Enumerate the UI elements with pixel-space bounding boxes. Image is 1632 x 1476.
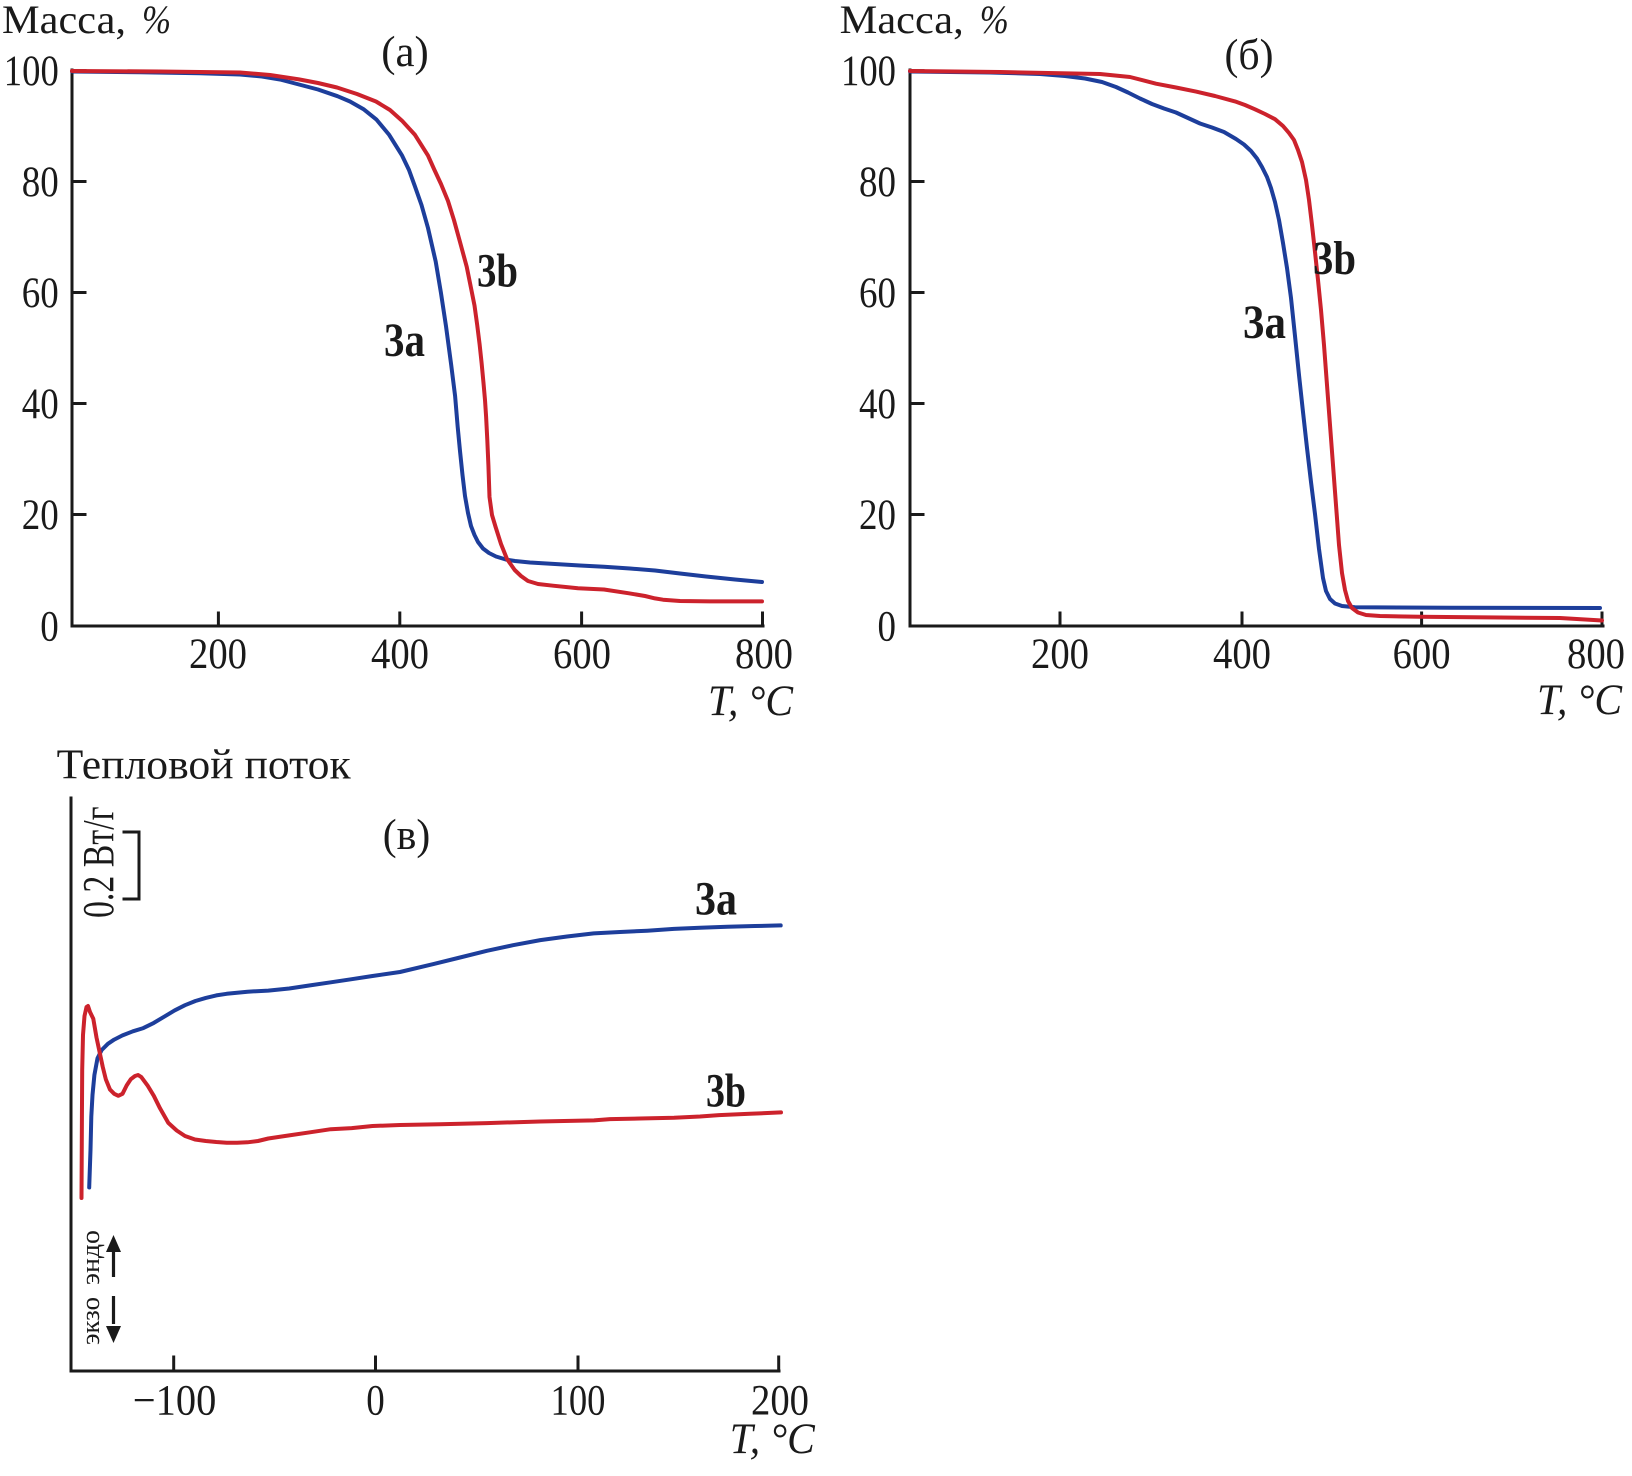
svg-text:3b: 3b xyxy=(706,1065,746,1118)
svg-text:0: 0 xyxy=(878,603,897,650)
svg-text:600: 600 xyxy=(553,631,611,678)
svg-text:Масса,: Масса, xyxy=(2,0,126,42)
svg-text:T, °C: T, °C xyxy=(730,1416,816,1463)
svg-text:60: 60 xyxy=(859,270,896,317)
svg-text:40: 40 xyxy=(859,381,896,428)
svg-text:200: 200 xyxy=(189,631,247,678)
svg-text:−100: −100 xyxy=(133,1378,217,1425)
svg-text:200: 200 xyxy=(751,1378,809,1425)
svg-text:Масса,: Масса, xyxy=(840,0,964,42)
svg-text:T, °C: T, °C xyxy=(1537,677,1623,724)
svg-text:800: 800 xyxy=(735,631,793,678)
svg-text:600: 600 xyxy=(1393,631,1451,678)
svg-text:3a: 3a xyxy=(1243,296,1286,349)
svg-text:800: 800 xyxy=(1567,631,1625,678)
svg-text:100: 100 xyxy=(551,1378,606,1425)
svg-text:3b: 3b xyxy=(1313,232,1356,285)
svg-text:40: 40 xyxy=(22,381,59,428)
svg-text:200: 200 xyxy=(1031,631,1089,678)
svg-text:80: 80 xyxy=(859,159,896,206)
svg-text:%: % xyxy=(980,0,1009,42)
svg-text:0: 0 xyxy=(40,603,59,650)
svg-text:100: 100 xyxy=(4,48,59,95)
svg-text:80: 80 xyxy=(22,159,59,206)
svg-text:100: 100 xyxy=(841,48,896,95)
svg-text:0.2 Вт/г: 0.2 Вт/г xyxy=(74,807,123,919)
svg-text:3a: 3a xyxy=(384,314,425,367)
svg-text:60: 60 xyxy=(22,270,59,317)
svg-text:0: 0 xyxy=(366,1378,385,1425)
svg-text:400: 400 xyxy=(371,631,429,678)
svg-text:3a: 3a xyxy=(695,873,737,926)
svg-text:(б): (б) xyxy=(1225,32,1274,79)
svg-text:Тепловой поток: Тепловой поток xyxy=(57,743,352,789)
svg-text:400: 400 xyxy=(1213,631,1271,678)
svg-text:20: 20 xyxy=(22,492,59,539)
svg-text:%: % xyxy=(142,0,171,42)
svg-text:3b: 3b xyxy=(477,245,518,298)
svg-text:эндо: эндо xyxy=(76,1230,105,1285)
svg-text:(в): (в) xyxy=(383,812,431,859)
svg-text:T, °C: T, °C xyxy=(708,678,794,725)
svg-text:экзо: экзо xyxy=(76,1297,105,1345)
svg-text:20: 20 xyxy=(859,492,896,539)
svg-text:(а): (а) xyxy=(381,29,429,76)
